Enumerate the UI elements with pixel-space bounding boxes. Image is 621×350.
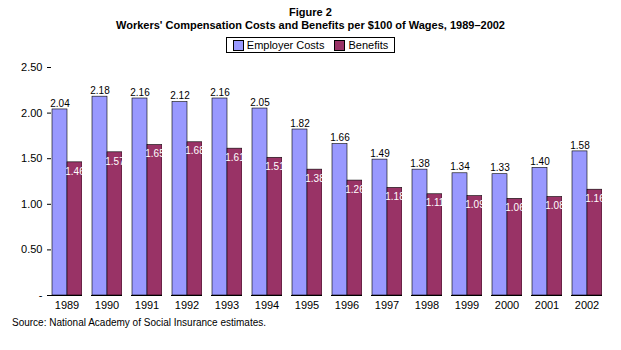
svg-text:1.82: 1.82 bbox=[290, 118, 310, 129]
svg-text:1999: 1999 bbox=[455, 299, 479, 311]
svg-text:0.50: 0.50 bbox=[21, 243, 42, 255]
svg-text:-: - bbox=[39, 289, 43, 301]
svg-text:2.16: 2.16 bbox=[130, 87, 150, 98]
svg-text:2.16: 2.16 bbox=[210, 87, 230, 98]
svg-text:1.46: 1.46 bbox=[65, 166, 85, 177]
html-text:Source: National Academy of So: Source: National Academy of Social Insur… bbox=[12, 317, 266, 328]
svg-text:2002: 2002 bbox=[575, 299, 599, 311]
svg-text:1.51: 1.51 bbox=[265, 161, 285, 172]
svg-text:1990: 1990 bbox=[95, 299, 119, 311]
svg-text:1.06: 1.06 bbox=[505, 202, 525, 213]
svg-text:1.50: 1.50 bbox=[21, 152, 42, 164]
svg-text:1.61: 1.61 bbox=[225, 152, 245, 163]
html-text:Figure 2: Figure 2 bbox=[289, 6, 332, 18]
svg-text:2.50: 2.50 bbox=[21, 61, 42, 73]
svg-text:1.65: 1.65 bbox=[145, 148, 165, 159]
svg-text:2000: 2000 bbox=[495, 299, 519, 311]
svg-text:1.09: 1.09 bbox=[465, 199, 485, 210]
svg-text:1.11: 1.11 bbox=[426, 197, 445, 208]
svg-text:1.49: 1.49 bbox=[370, 148, 390, 159]
svg-text:1.66: 1.66 bbox=[330, 132, 350, 143]
svg-text:1991: 1991 bbox=[135, 299, 159, 311]
svg-text:1996: 1996 bbox=[335, 299, 359, 311]
svg-text:1992: 1992 bbox=[175, 299, 199, 311]
svg-text:1993: 1993 bbox=[215, 299, 239, 311]
html-text:Employer Costs: Employer Costs bbox=[246, 39, 325, 51]
svg-text:2.00: 2.00 bbox=[21, 107, 42, 119]
svg-text:2.05: 2.05 bbox=[250, 97, 270, 108]
svg-text:1.68: 1.68 bbox=[185, 145, 205, 156]
svg-text:1.08: 1.08 bbox=[545, 200, 565, 211]
svg-text:1.16: 1.16 bbox=[585, 193, 605, 204]
svg-text:1998: 1998 bbox=[415, 299, 439, 311]
svg-text:1995: 1995 bbox=[295, 299, 319, 311]
svg-text:1.57: 1.57 bbox=[105, 156, 125, 167]
svg-text:1.38: 1.38 bbox=[410, 158, 430, 169]
svg-text:2.12: 2.12 bbox=[170, 90, 190, 101]
svg-text:1.33: 1.33 bbox=[490, 162, 510, 173]
html-text:Benefits: Benefits bbox=[348, 39, 389, 51]
svg-text:2001: 2001 bbox=[535, 299, 559, 311]
svg-text:1.26: 1.26 bbox=[345, 184, 365, 195]
svg-text:1.40: 1.40 bbox=[530, 156, 550, 167]
svg-text:1.34: 1.34 bbox=[450, 161, 470, 172]
svg-text:2.18: 2.18 bbox=[90, 85, 110, 96]
svg-text:1.38: 1.38 bbox=[305, 173, 325, 184]
svg-text:2.04: 2.04 bbox=[50, 98, 70, 109]
svg-text:1989: 1989 bbox=[55, 299, 79, 311]
html-text:Workers' Compensation Costs an: Workers' Compensation Costs and Benefits… bbox=[116, 19, 505, 31]
svg-text:1.18: 1.18 bbox=[385, 191, 405, 202]
svg-text:1997: 1997 bbox=[375, 299, 399, 311]
svg-text:1.58: 1.58 bbox=[570, 140, 590, 151]
svg-text:1.00: 1.00 bbox=[21, 198, 42, 210]
svg-text:1994: 1994 bbox=[255, 299, 279, 311]
